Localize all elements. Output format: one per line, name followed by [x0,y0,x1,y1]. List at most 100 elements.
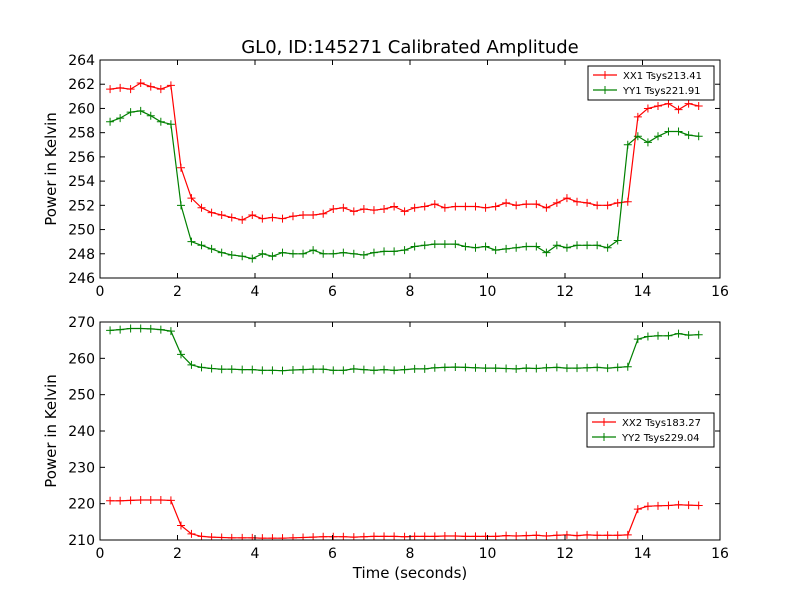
data-point [502,198,511,207]
data-point [654,501,662,510]
data-point [380,532,389,540]
data-point [319,365,328,374]
data-point [176,350,185,359]
data-point [309,211,318,220]
data-point [502,244,511,253]
data-point [126,496,135,505]
x-tick-label: 12 [556,284,574,300]
data-point [238,365,247,374]
data-point [166,81,175,90]
data-point [461,532,470,540]
data-point [471,532,480,540]
data-point [400,365,409,374]
data-point [562,530,571,539]
data-point [390,202,399,211]
data-point [512,201,521,210]
data-point [258,534,267,540]
data-point [643,138,652,147]
data-point [633,335,642,344]
x-tick-label: 4 [251,284,260,300]
y-tick-label: 250 [68,388,95,404]
data-point [430,532,439,540]
data-point [400,532,409,540]
y-tick-label: 270 [68,315,95,331]
data-point [359,532,368,540]
data-point [522,364,531,373]
x-tick-label: 8 [406,284,415,300]
data-point [278,214,287,223]
x-tick-label: 6 [328,546,337,562]
data-point [207,208,216,217]
x-tick-label: 2 [173,284,182,300]
data-point [481,242,490,251]
data-point [380,204,389,213]
data-point [369,532,378,540]
data-point [410,242,419,251]
data-point [227,533,236,540]
data-point [674,329,683,338]
y-tick-label: 240 [68,424,95,440]
plot-area [106,79,703,263]
data-point [522,242,531,251]
data-point [339,532,348,540]
data-point [197,532,206,540]
data-point [674,105,683,114]
data-point [258,214,267,223]
data-point [146,82,155,91]
data-point [542,363,551,372]
y-tick-label: 220 [68,497,95,513]
data-point [217,365,226,374]
data-point [349,249,358,258]
data-point [451,202,460,211]
data-point [106,326,115,335]
data-point [258,366,267,375]
data-point [623,530,632,539]
data-point [583,363,592,372]
data-point [166,496,175,505]
x-tick-label: 8 [406,546,415,562]
x-tick-label: 14 [634,546,652,562]
data-point [258,249,267,258]
data-point [116,325,125,334]
data-point [156,85,165,94]
data-point [299,533,308,540]
data-point [339,248,348,257]
y-tick-label: 260 [68,351,95,367]
data-point [268,534,277,540]
data-point [502,364,511,373]
data-point [278,534,287,540]
data-point [502,531,511,540]
data-point [176,163,185,172]
legend-label: XX2 Tsys183.27 [622,418,701,429]
legend-marker [601,86,609,94]
data-point [532,531,541,540]
y-tick-label: 250 [68,223,95,239]
data-point [481,532,490,540]
data-point [136,496,145,505]
data-point [481,203,490,212]
data-point [390,366,399,375]
plot-area [106,324,703,540]
data-point [512,364,521,373]
x-tick-label: 0 [96,546,105,562]
data-point [654,331,662,340]
data-point [400,207,409,216]
y-tick-label: 254 [68,174,95,190]
x-tick-label: 16 [711,546,729,562]
y-tick-label: 260 [68,101,95,117]
y-tick-label: 210 [68,533,95,549]
data-point [623,140,632,149]
data-point [664,331,673,340]
x-tick-label: 6 [328,284,337,300]
data-point [156,325,165,334]
data-point [664,99,673,108]
data-point [593,201,602,210]
data-point [106,117,115,126]
data-point [491,246,500,255]
data-point [694,132,703,141]
data-point [440,203,449,212]
data-point [603,531,612,540]
data-point [390,247,399,256]
y-tick-label: 252 [68,198,95,214]
y-tick-label: 248 [68,247,95,263]
